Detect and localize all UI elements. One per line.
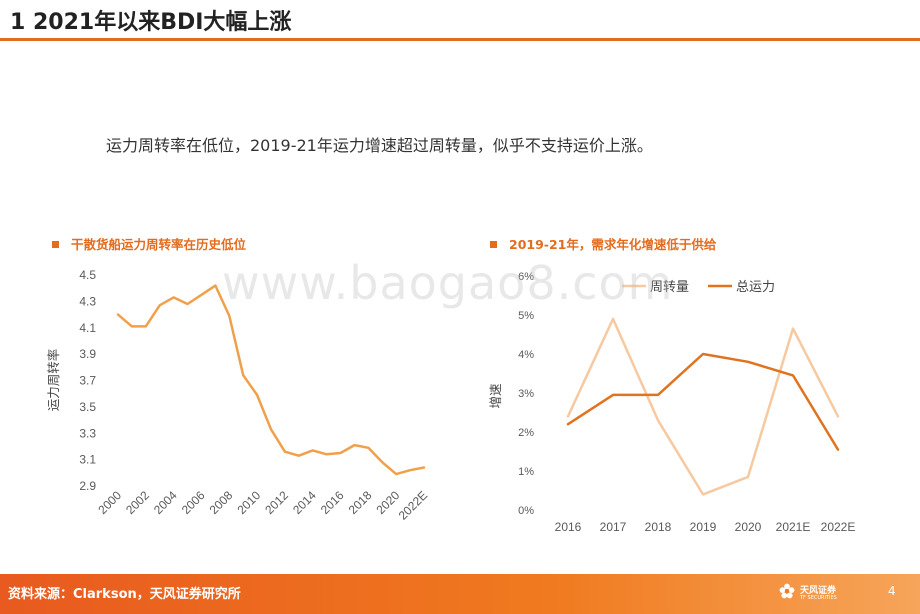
series-line-capacity [566, 352, 840, 451]
y-axis-label: 运力周转率 [46, 349, 61, 412]
square-bullet-icon [52, 241, 59, 248]
y-tick-label: 0% [518, 505, 534, 517]
y-tick-label: 2.9 [79, 479, 96, 493]
y-tick-label: 4.5 [79, 268, 96, 282]
y-tick-label: 4% [518, 349, 534, 361]
chart-1-title-text: 干散货船运力周转率在历史低位 [71, 237, 247, 252]
series-line-turnover [566, 317, 840, 496]
legend-label: 周转量 [650, 280, 689, 295]
footer-bar [0, 574, 920, 614]
company-logo: 天风证券 TF SECURITIES [778, 580, 848, 608]
logo-subtext: TF SECURITIES [800, 595, 837, 601]
square-bullet-icon [490, 241, 497, 248]
y-tick-label: 1% [518, 466, 534, 478]
y-tick-label: 5% [518, 310, 534, 322]
page-subtitle: 运力周转率在低位，2019-21年运力增速超过周转量，似乎不支持运价上涨。 [106, 136, 653, 155]
x-tick-label: 2020 [735, 520, 762, 534]
y-tick-label: 4.1 [79, 321, 96, 335]
footer-source: 资料来源：Clarkson，天风证券研究所 [8, 587, 241, 602]
growth-rate-chart: 6% 5% 4% 3% 2% 1% 0% 2016 2017 2018 2019 2020 2021E 2… [488, 271, 856, 534]
x-tick-label: 2022E [821, 520, 856, 534]
y-tick-label: 3.3 [79, 426, 96, 440]
y-tick-label: 3.9 [79, 347, 96, 361]
title-underline [0, 38, 920, 41]
y-tick-label: 2% [518, 427, 534, 439]
y-tick-label: 3.5 [79, 400, 96, 414]
y-tick-label: 4.3 [79, 294, 96, 308]
legend-label: 总运力 [736, 280, 775, 295]
watermark: www.baogao8.com [222, 256, 674, 310]
page-title: 1 2021年以来BDI大幅上涨 [10, 10, 292, 35]
chart-1-title: 干散货船运力周转率在历史低位 [52, 234, 246, 253]
page-number: 4 [888, 584, 896, 598]
flower-icon [779, 583, 795, 599]
y-tick-label: 6% [518, 271, 534, 283]
x-tick-label: 2017 [600, 520, 627, 534]
x-tick-label: 2021E [776, 520, 811, 534]
x-tick-label: 2018 [645, 520, 672, 534]
y-tick-label: 3.7 [79, 374, 96, 388]
y-tick-label: 3.1 [79, 453, 96, 467]
y-tick-label: 3% [518, 388, 534, 400]
x-tick-label: 2019 [690, 520, 717, 534]
chart-2-title-text: 2019-21年，需求年化增速低于供给 [509, 237, 717, 252]
y-axis-label: 增速 [488, 383, 503, 409]
logo-text: 天风证券 [800, 586, 837, 596]
x-tick-label: 2016 [555, 520, 582, 534]
chart-2-title: 2019-21年，需求年化增速低于供给 [490, 234, 716, 253]
